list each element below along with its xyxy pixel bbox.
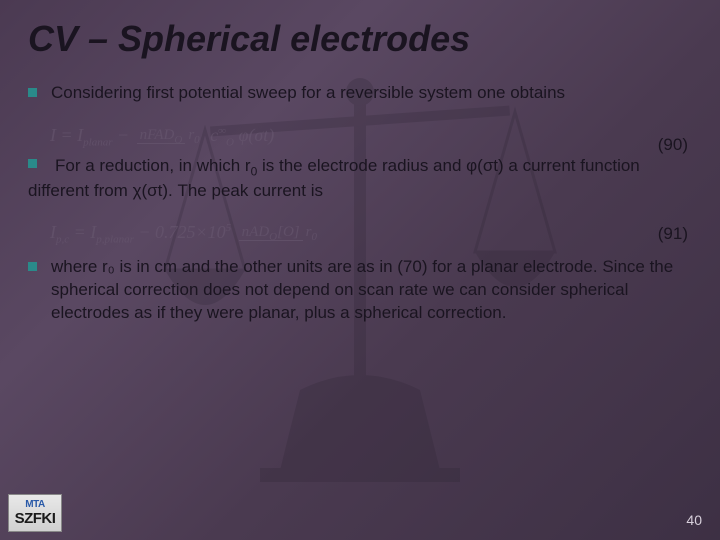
page-number: 40 — [686, 512, 702, 528]
equation-90-formula: I = Iplanar − nFADOr0 c∞O φ(σt) — [50, 113, 692, 161]
bullet-2-text: For a reduction, in which r0 is the elec… — [28, 156, 640, 200]
equation-90-label: (90) — [658, 135, 688, 155]
bullet-marker-icon — [28, 262, 37, 271]
bullet-1-text: Considering first potential sweep for a … — [51, 82, 565, 105]
bullet-marker-icon — [28, 159, 37, 168]
bullet-3: where r₀ is in cm and the other units ar… — [28, 256, 692, 325]
bullet-3-text: where r₀ is in cm and the other units ar… — [51, 256, 692, 325]
equation-91-formula: Ip,c = Ip,planar − 0.725×105 nADO[O]r0 — [50, 210, 692, 258]
logo-line2: SZFKI — [15, 510, 56, 527]
slide-container: CV – Spherical electrodes Considering fi… — [0, 0, 720, 540]
bullet-2: For a reduction, in which r0 is the elec… — [28, 155, 692, 203]
slide-content: Considering first potential sweep for a … — [28, 82, 692, 325]
bullet-1: Considering first potential sweep for a … — [28, 82, 692, 105]
bullet-marker-icon — [28, 88, 37, 97]
equation-91-row: Ip,c = Ip,planar − 0.725×105 nADO[O]r0 (… — [28, 210, 692, 250]
institute-logo: MTA SZFKI — [8, 494, 62, 532]
logo-line1: MTA — [25, 499, 44, 510]
equation-91-label: (91) — [658, 224, 688, 244]
slide-title: CV – Spherical electrodes — [28, 18, 692, 60]
equation-90-row: I = Iplanar − nFADOr0 c∞O φ(σt) (90) — [28, 113, 692, 153]
